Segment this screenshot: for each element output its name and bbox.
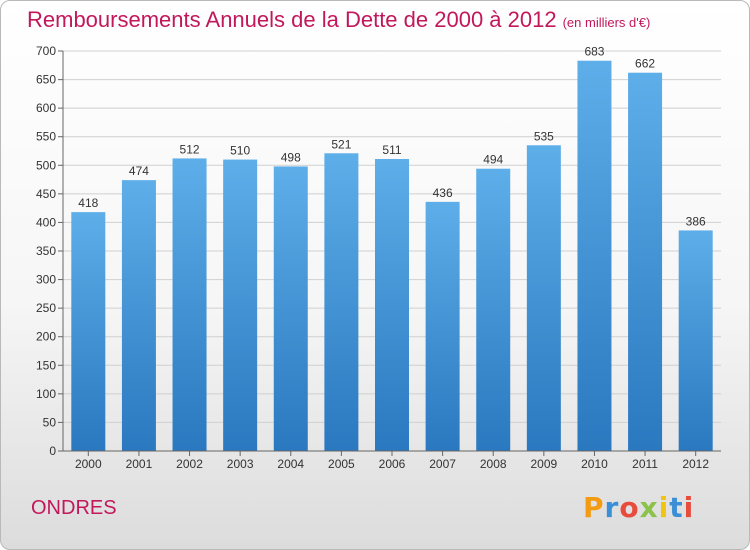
x-tick-label: 2009 [530,457,557,471]
bar-value-label: 498 [281,150,301,164]
bar-value-label: 521 [331,137,351,151]
bar [71,212,106,451]
bar [577,60,612,451]
x-tick-label: 2002 [176,457,203,471]
bars: 418 474 512 510 498 521 511 436 494 535 683 662 386 [71,45,713,452]
y-tick-label: 0 [49,444,56,458]
y-tick-label: 450 [36,187,56,201]
bar-value-label: 512 [180,142,200,156]
chart-title-text: Remboursements Annuels de la Dette de 20… [27,7,557,32]
chart-title: Remboursements Annuels de la Dette de 20… [27,7,650,33]
x-tick-label: 2008 [480,457,507,471]
bar-value-label: 511 [382,143,401,157]
logo-letter: o [619,491,640,524]
bar [324,153,359,452]
axes: 0 50 100 150 200 250 300 350 400 450 500 550 600 650 7… [36,44,721,471]
y-tick-label: 650 [36,73,56,87]
y-tick-label: 700 [36,44,56,58]
bar [273,166,308,451]
y-tick-label: 600 [36,101,56,115]
y-tick-label: 550 [36,130,56,144]
bar [172,158,207,451]
y-tick-label: 350 [36,244,56,258]
y-tick-label: 200 [36,330,56,344]
y-tick-label: 400 [36,215,56,229]
bar-value-label: 535 [534,129,554,143]
bar [375,159,409,451]
bar-value-label: 510 [230,144,250,158]
bar-value-label: 494 [483,153,503,167]
logo-letter: t [669,491,684,524]
y-tick-label: 150 [36,358,56,372]
logo-letter: x [639,491,659,524]
logo-letter: r [604,491,620,524]
bar-value-label: 418 [78,196,98,210]
bar [121,180,156,451]
bar-value-label: 436 [433,186,453,200]
bar-value-label: 474 [129,164,149,178]
bar [476,168,511,451]
x-tick-label: 2012 [682,457,709,471]
x-tick-label: 2004 [277,457,304,471]
x-tick-label: 2007 [429,457,456,471]
x-tick-label: 2005 [328,457,355,471]
y-tick-label: 250 [36,301,56,315]
y-tick-label: 500 [36,158,56,172]
y-tick-label: 300 [36,273,56,287]
x-tick-label: 2006 [379,457,406,471]
proxiti-logo: Proxiti [583,491,694,524]
bar [223,159,258,452]
bar [526,145,561,452]
commune-name: ONDRES [31,497,117,519]
x-tick-label: 2011 [632,457,658,471]
logo-letter: i [683,491,695,524]
logo-letter: P [583,491,605,524]
x-tick-label: 2000 [75,457,102,471]
y-tick-label: 100 [36,387,56,401]
bar [425,201,460,451]
bar-value-label: 662 [635,57,655,71]
bar [678,230,713,451]
logo-letter: i [658,491,670,524]
x-tick-label: 2001 [126,457,153,471]
chart-unit: (en milliers d'€) [562,15,651,30]
x-tick-label: 2003 [227,457,254,471]
y-tick-label: 50 [43,415,57,429]
bar-value-label: 386 [686,214,706,228]
bar [628,72,663,451]
x-tick-label: 2010 [581,457,608,471]
bar-value-label: 683 [584,45,604,59]
